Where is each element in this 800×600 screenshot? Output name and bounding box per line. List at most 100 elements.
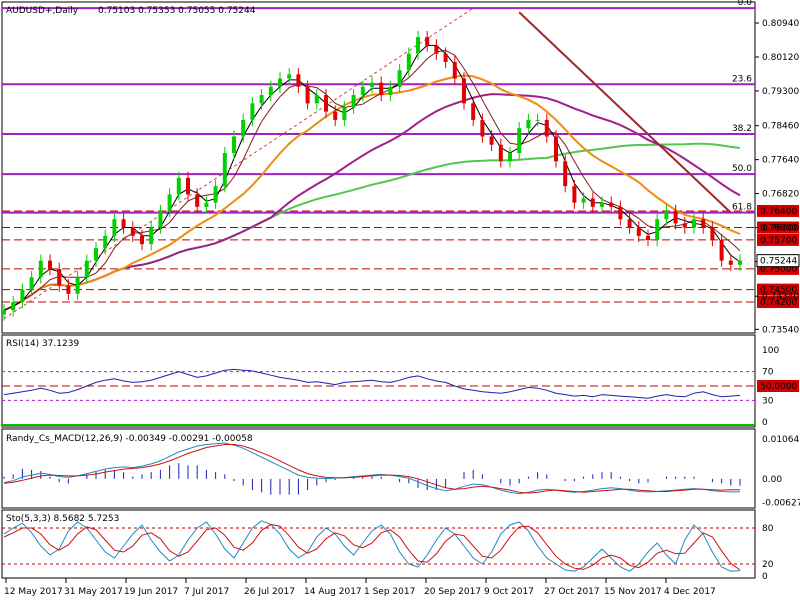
candle-body: [66, 285, 71, 294]
macd-pane: 0.01064 0.00 -0.00627 Randy_Cs_MACD(12,26,…: [1, 428, 800, 509]
price-level-label: 0.74500: [760, 286, 797, 296]
macd-tick-label: -0.00627: [762, 498, 800, 508]
rsi-pane: 100 70 50.0000 30 0 RSI(14) 37.1239: [1, 334, 799, 428]
candle-body: [388, 86, 393, 96]
candle-body: [305, 86, 310, 104]
sto-tick-label: 0: [762, 572, 768, 582]
price-pane-frame: [1, 1, 756, 334]
fib-level-label: 38.2: [732, 124, 752, 134]
candle-body: [241, 119, 246, 137]
candle-body: [581, 198, 586, 203]
candle-body: [158, 210, 163, 228]
candle-body: [609, 202, 614, 207]
candle-body: [222, 153, 227, 187]
sto-series-line: [3, 520, 741, 572]
candle-body: [370, 82, 374, 87]
candle-body: [278, 78, 282, 87]
candle-body: [84, 260, 89, 278]
candle-body: [425, 37, 430, 46]
candle-body: [618, 206, 623, 220]
candle-body: [176, 177, 181, 195]
candle-body: [738, 260, 742, 265]
candle-body: [646, 235, 650, 240]
candle-body: [397, 70, 402, 87]
time-tick-label: 20 Sep 2017: [424, 587, 481, 597]
rsi-tick-label: 50.0000: [760, 382, 797, 392]
time-tick-label: 7 Jul 2017: [184, 587, 229, 597]
fib-level-label: 0.0: [738, 0, 753, 8]
candle-body: [232, 136, 236, 154]
candle-body: [719, 239, 724, 261]
candle-body: [673, 210, 678, 224]
last-price-label: 0.75244: [760, 257, 797, 267]
time-tick-label: 14 Aug 2017: [304, 587, 362, 597]
rsi-content: 100 70 50.0000 30 0: [2, 346, 799, 428]
price-tick-label: 0.80120: [762, 53, 799, 63]
sto-title: Sto(5,3,3) 8.5682 5.7253: [6, 514, 119, 524]
candle-body: [535, 119, 540, 121]
price-pane: 0.0 23.6 38.2 50.0 61.8 0.76400 0.76000 0.7570…: [1, 0, 800, 335]
candle-body: [544, 119, 549, 137]
candle-body: [636, 227, 641, 236]
fib-level-label: 61.8: [732, 203, 752, 213]
price-level-tag: [757, 204, 799, 217]
candle-body: [204, 202, 209, 207]
rsi-tick-label: 30: [762, 396, 774, 406]
candle-body: [526, 119, 531, 129]
time-tick-label: 15 Nov 2017: [604, 587, 662, 597]
macd-series-line: [3, 442, 740, 495]
candle-body: [480, 119, 485, 137]
chart-title-ohlc: 0.75103 0.75353 0.75055 0.75244: [98, 6, 256, 16]
candle-body: [296, 74, 301, 87]
time-tick-label: 12 May 2017: [4, 587, 63, 597]
candle-body: [416, 37, 420, 54]
candle-body: [600, 202, 604, 207]
candle-body: [186, 177, 190, 195]
candle-body: [149, 227, 154, 245]
candle-body: [112, 219, 117, 236]
candle-body: [48, 260, 52, 269]
price-level-tag: [757, 283, 799, 296]
rsi-tick-label: 0: [762, 418, 768, 428]
candle-body: [57, 268, 62, 286]
price-level-tag: [757, 233, 799, 246]
time-tick-label: 19 Jun 2017: [124, 587, 178, 597]
candle-body: [140, 235, 144, 245]
price-tick-label: 0.77640: [762, 156, 799, 166]
price-level-label: 0.76400: [760, 207, 797, 217]
candle-body: [250, 103, 255, 120]
price-level-label: 0.75700: [760, 236, 797, 246]
macd-content: 0.01064 0.00 -0.00627: [3, 435, 800, 508]
downtrend-line: [518, 11, 732, 214]
price-grid: 0.0 23.6 38.2 50.0 61.8: [2, 0, 755, 303]
rsi-level-tag: [757, 380, 799, 392]
rsi-line: [3, 368, 741, 399]
macd-series-line: [3, 444, 740, 494]
price-tick-label: 0.76000: [762, 224, 799, 234]
rsi-tick-label: 70: [762, 368, 774, 378]
price-tick-label: 0.73540: [762, 325, 799, 335]
price-level-label: 0.75000: [760, 265, 797, 275]
candle-body: [701, 219, 706, 228]
candle-body: [379, 82, 384, 96]
candle-body: [682, 223, 687, 228]
candle-body: [462, 78, 466, 104]
time-tick-label: 31 May 2017: [64, 587, 123, 597]
candle-body: [664, 210, 669, 220]
candle-body: [167, 194, 172, 211]
candle-body: [360, 86, 365, 96]
price-tick-label: 0.80940: [762, 19, 799, 29]
candle-body: [710, 227, 715, 240]
price-candles: [2, 30, 742, 321]
candle-body: [728, 260, 733, 265]
candle-body: [29, 277, 34, 290]
price-tick-label: 0.74340: [762, 292, 799, 302]
candle-body: [692, 219, 696, 228]
candle-body: [655, 219, 660, 240]
sto-tick-label: 20: [762, 560, 774, 570]
candle-body: [75, 277, 80, 294]
candle-body: [314, 95, 319, 104]
candle-body: [268, 86, 273, 96]
candle-body: [434, 45, 439, 54]
price-level-label: 0.74200: [760, 298, 797, 308]
